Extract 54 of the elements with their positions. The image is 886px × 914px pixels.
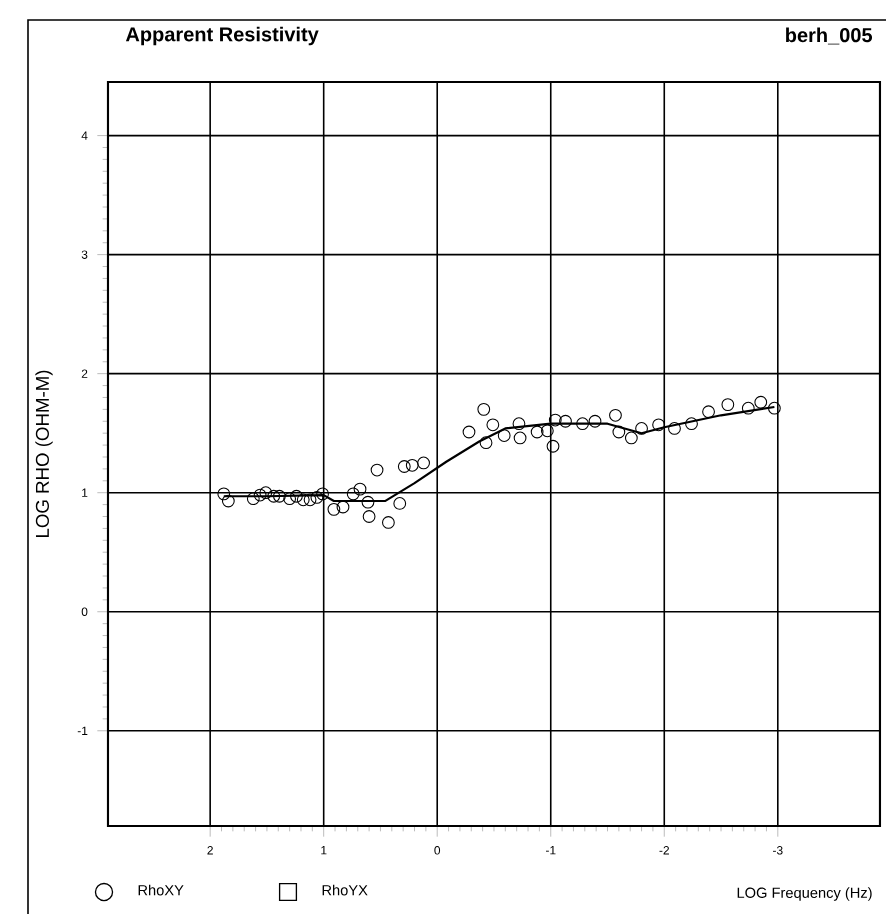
point <box>702 405 715 419</box>
point <box>513 431 527 445</box>
point <box>381 516 395 529</box>
point <box>609 408 622 422</box>
point <box>246 492 260 506</box>
point <box>221 494 235 508</box>
point <box>283 492 297 506</box>
point <box>546 439 560 453</box>
point <box>361 495 375 509</box>
point <box>393 497 407 510</box>
point <box>497 429 511 442</box>
point <box>477 402 491 416</box>
point <box>405 458 419 472</box>
point <box>635 422 648 435</box>
point <box>588 414 602 428</box>
point <box>512 417 526 431</box>
point <box>370 463 384 477</box>
point <box>540 424 554 438</box>
point <box>624 431 638 445</box>
point <box>310 491 324 504</box>
point <box>346 487 360 501</box>
point <box>721 398 735 412</box>
point <box>362 510 376 523</box>
point <box>296 493 310 507</box>
point <box>530 425 544 439</box>
point <box>741 401 755 415</box>
point <box>479 436 493 450</box>
point <box>668 422 681 435</box>
point <box>259 486 273 500</box>
point <box>316 487 329 501</box>
point <box>767 401 781 415</box>
point <box>273 489 286 503</box>
point <box>303 493 317 507</box>
point <box>217 487 231 501</box>
point <box>336 500 350 514</box>
point <box>267 489 281 503</box>
point <box>612 425 626 439</box>
point <box>253 488 267 502</box>
point <box>327 502 341 516</box>
chart-title: Apparent Resistivity <box>125 26 319 46</box>
chart-subtitle: berh_005 <box>786 27 873 45</box>
point <box>652 418 665 432</box>
point <box>486 418 500 432</box>
point <box>397 460 411 473</box>
point <box>290 489 303 503</box>
point <box>548 413 562 427</box>
y-axis-title: LOG RHO (OHM-M) <box>35 370 53 537</box>
point <box>685 417 698 431</box>
point <box>417 456 430 470</box>
point <box>353 482 367 496</box>
point <box>462 425 476 439</box>
point <box>559 414 572 428</box>
point <box>576 417 589 431</box>
point <box>754 395 768 409</box>
